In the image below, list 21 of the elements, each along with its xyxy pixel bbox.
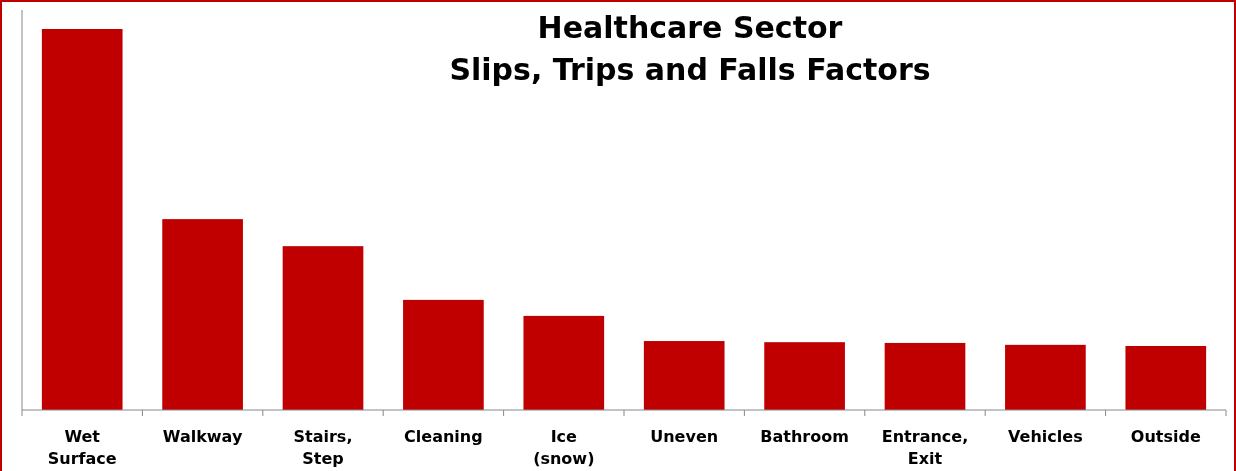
x-tick-label: Vehicles bbox=[1008, 427, 1083, 446]
bar bbox=[162, 219, 243, 410]
bar bbox=[403, 299, 484, 410]
chart-title: Healthcare Sector Slips, Trips and Falls Factors bbox=[449, 10, 931, 87]
bar bbox=[884, 342, 966, 410]
x-tick-label: Cleaning bbox=[404, 427, 483, 446]
bar bbox=[282, 246, 364, 410]
bar bbox=[764, 342, 845, 410]
x-tick-label: Entrance, Exit bbox=[881, 427, 969, 468]
x-tick-label: Wet Surface bbox=[47, 427, 117, 468]
x-tick-label: Ice (snow) bbox=[533, 427, 595, 468]
bar bbox=[41, 29, 123, 410]
x-tick-label: Stairs, Step bbox=[293, 427, 353, 468]
x-tick-label: Uneven bbox=[650, 427, 719, 446]
bar bbox=[523, 315, 605, 410]
x-tick-label: Bathroom bbox=[760, 427, 849, 446]
bar bbox=[1125, 345, 1207, 410]
x-tick-label: Outside bbox=[1130, 427, 1201, 446]
bar bbox=[1005, 344, 1086, 410]
x-tick-label: Walkway bbox=[162, 427, 243, 446]
bar bbox=[643, 341, 725, 410]
